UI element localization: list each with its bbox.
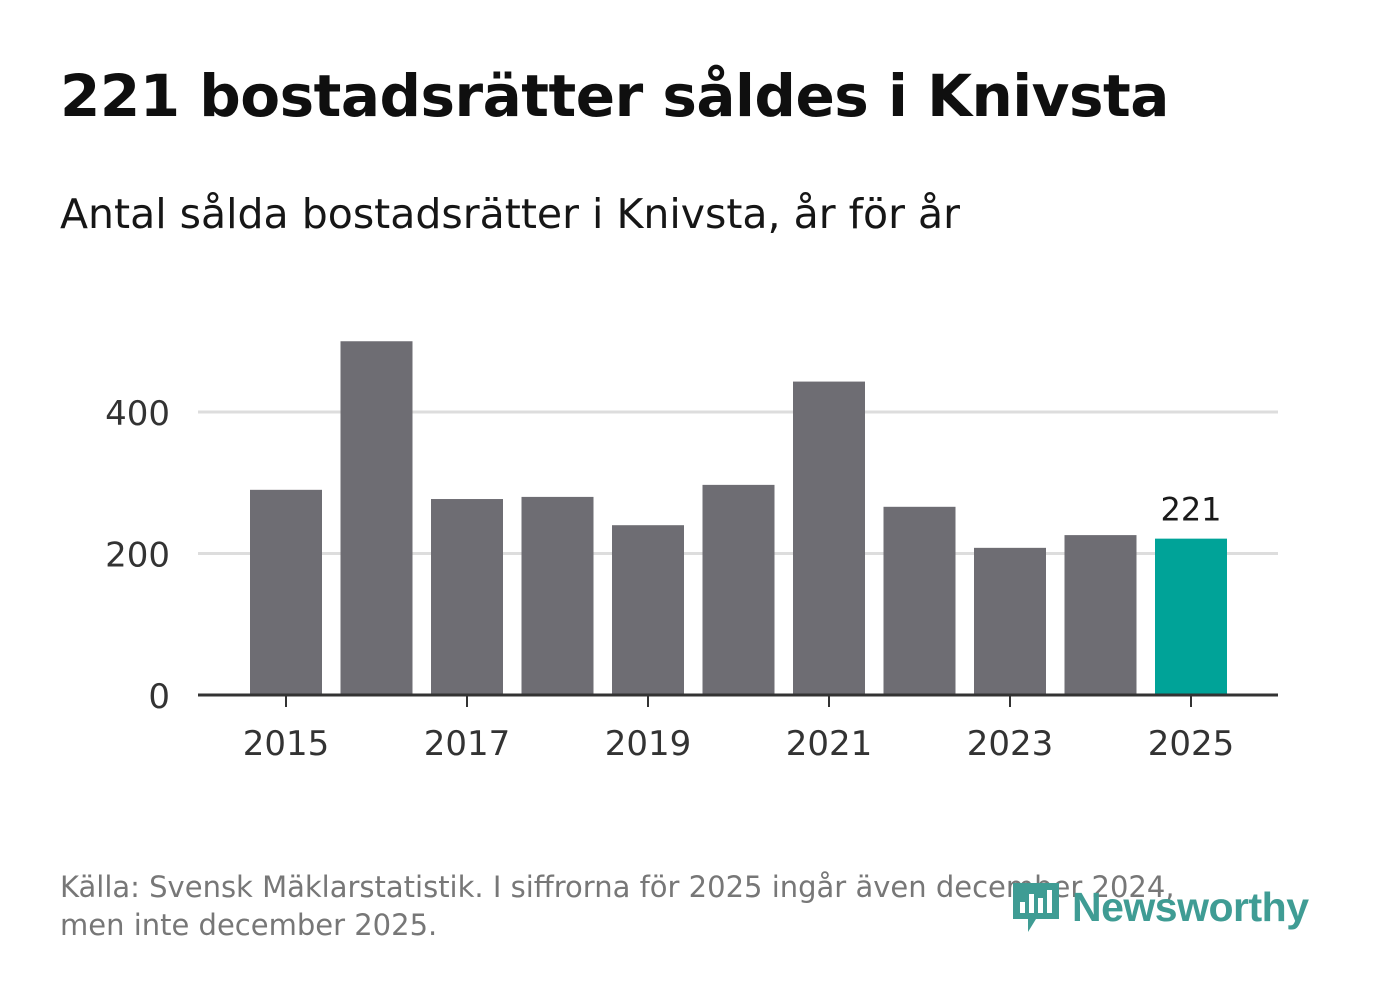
bars	[250, 341, 1227, 695]
bar-2024	[1064, 535, 1137, 695]
bar-2023	[974, 547, 1046, 695]
chart-subtitle: Antal sålda bostadsrätter i Knivsta, år …	[60, 190, 960, 238]
source-note: Källa: Svensk Mäklarstatistik. I siffror…	[60, 868, 1260, 944]
y-tick-label: 200	[105, 536, 170, 576]
source-line-1: Källa: Svensk Mäklarstatistik. I siffror…	[60, 870, 1175, 904]
x-tick-label: 2025	[1148, 724, 1235, 764]
bar-2021	[793, 381, 865, 695]
bar-2019	[612, 525, 684, 695]
y-tick-label: 0	[148, 677, 170, 717]
bar-2016	[340, 341, 413, 695]
bar-2017	[431, 499, 503, 695]
x-axis	[198, 693, 1278, 707]
data-label-2025: 221	[1160, 491, 1221, 529]
bar-2025	[1155, 538, 1227, 695]
labels: 0 200 400 221 2015 2017 2019 2021 2023 2025	[105, 394, 1234, 764]
bar-2020	[702, 484, 775, 695]
x-tick-label: 2019	[605, 724, 692, 764]
x-tick-label: 2021	[786, 724, 873, 764]
x-tick-label: 2015	[243, 724, 330, 764]
bar-2015	[250, 489, 322, 695]
source-line-2: men inte december 2025.	[60, 908, 438, 942]
logo-text: Newsworthy	[1072, 883, 1309, 930]
x-tick-label: 2017	[424, 724, 511, 764]
x-tick-label: 2023	[967, 724, 1054, 764]
bar-2022	[883, 506, 956, 695]
y-tick-label: 400	[105, 394, 170, 434]
newsworthy-chart-icon	[1013, 883, 1059, 932]
newsworthy-logo: Newsworthy	[1010, 877, 1309, 937]
bar-2018	[521, 496, 594, 695]
chart-title: 221 bostadsrätter såldes i Knivsta	[60, 62, 1169, 130]
